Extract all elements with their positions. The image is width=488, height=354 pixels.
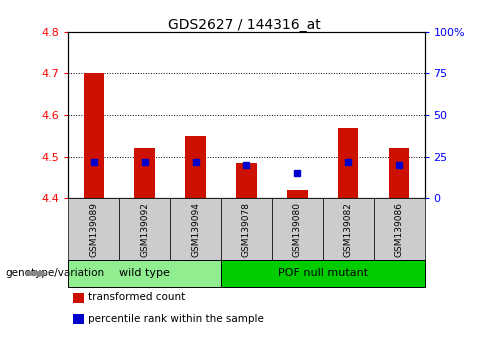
Bar	[83, 73, 104, 198]
Text: GSM139094: GSM139094	[191, 202, 200, 257]
Bar	[236, 163, 257, 198]
Bar	[135, 148, 155, 198]
Text: GSM139082: GSM139082	[344, 202, 353, 257]
Text: wild type: wild type	[119, 268, 170, 279]
Text: GDS2627 / 144316_at: GDS2627 / 144316_at	[167, 18, 321, 32]
Text: GSM139078: GSM139078	[242, 202, 251, 257]
Bar	[287, 190, 307, 198]
Text: GSM139089: GSM139089	[89, 202, 98, 257]
Text: GSM139086: GSM139086	[395, 202, 404, 257]
Text: genotype/variation: genotype/variation	[5, 268, 104, 279]
Text: POF null mutant: POF null mutant	[278, 268, 368, 279]
Bar	[338, 127, 358, 198]
Bar	[185, 136, 206, 198]
Text: GSM139092: GSM139092	[140, 202, 149, 257]
Text: GSM139080: GSM139080	[293, 202, 302, 257]
Text: percentile rank within the sample: percentile rank within the sample	[88, 314, 264, 324]
Text: transformed count: transformed count	[88, 292, 185, 302]
Bar	[389, 148, 409, 198]
